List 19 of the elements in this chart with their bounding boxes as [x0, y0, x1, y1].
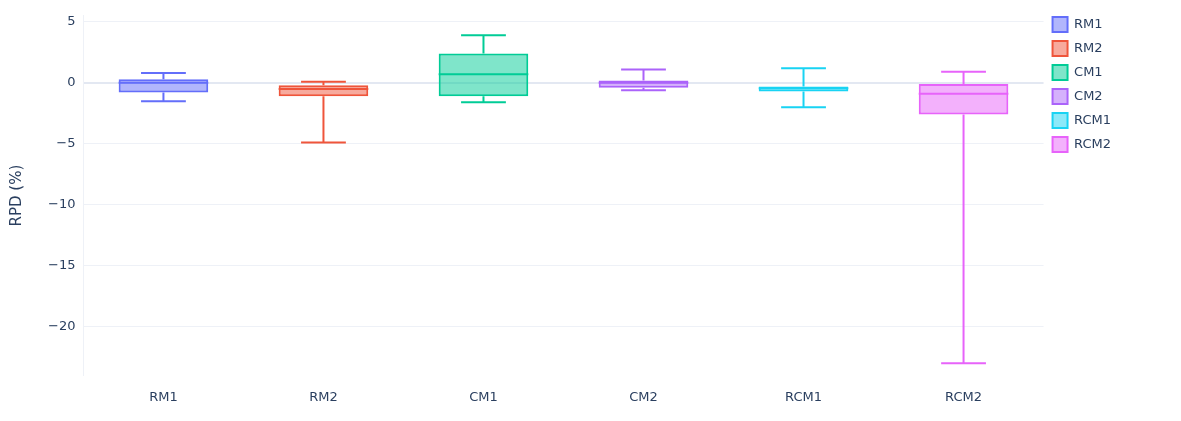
x-tick-label: RM1 — [149, 388, 178, 404]
y-tick-label: −10 — [48, 196, 76, 212]
y-tick-label: −15 — [48, 257, 76, 273]
legend-label: RCM1 — [1074, 111, 1111, 127]
y-tick-label: 5 — [67, 13, 76, 29]
x-tick-label: RM2 — [309, 388, 338, 404]
x-tick-label: CM1 — [469, 388, 498, 404]
y-axis-title: RPD (%) — [6, 164, 25, 227]
x-tick-label: RCM2 — [945, 388, 983, 404]
legend-label: RCM2 — [1074, 135, 1111, 151]
x-tick-label: CM2 — [629, 388, 658, 404]
legend-label: CM2 — [1074, 87, 1103, 103]
legend-label: RM2 — [1074, 39, 1103, 55]
legend-label: CM1 — [1074, 63, 1103, 79]
legend-label: RM1 — [1074, 15, 1103, 31]
x-tick-label: RCM1 — [785, 388, 822, 404]
y-tick-label: −20 — [48, 318, 76, 334]
y-tick-label: 0 — [67, 74, 76, 90]
y-tick-label: −5 — [56, 135, 76, 151]
